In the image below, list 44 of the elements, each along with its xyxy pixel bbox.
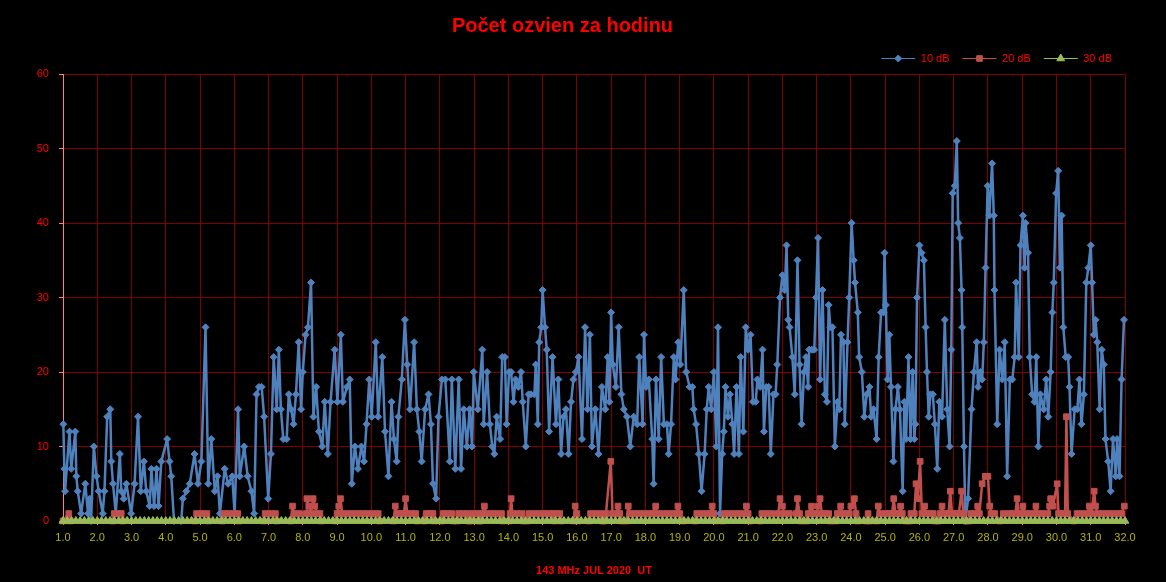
x-tick-label: 12.0	[429, 530, 451, 543]
x-tick-label: 27.0	[943, 530, 965, 543]
x-tick-label: 9.0	[329, 530, 345, 543]
x-tick-label: 26.0	[908, 530, 931, 543]
x-axis-title: 143 MHz JUL 2020 UT	[536, 564, 653, 577]
x-tick-label: 1.0	[55, 530, 71, 543]
legend-label: 30 dB	[1083, 51, 1112, 64]
x-tick-label: 3.0	[123, 530, 140, 543]
x-tick-label: 5.0	[192, 530, 208, 543]
x-tick-label: 7.0	[260, 530, 277, 543]
y-tick-label: 10	[36, 439, 49, 452]
x-tick-label: 11.0	[395, 530, 416, 543]
chart-title: Počet ozvien za hodinu	[451, 13, 674, 36]
x-tick-label: 31.0	[1080, 530, 1102, 543]
x-tick-label: 17.0	[600, 530, 622, 543]
x-tick-label: 4.0	[158, 530, 174, 543]
y-tick-label: 50	[36, 141, 49, 154]
x-tick-label: 10.0	[360, 530, 383, 543]
legend-label: 10 dB	[920, 51, 950, 64]
x-tick-label: 18.0	[634, 530, 657, 543]
x-tick-label: 6.0	[226, 530, 242, 543]
x-tick-label: 28.0	[977, 530, 999, 543]
x-tick-label: 32.0	[1114, 530, 1136, 543]
y-tick-label: 30	[36, 290, 49, 303]
x-tick-label: 20.0	[703, 530, 725, 543]
x-tick-label: 21.0	[737, 530, 759, 543]
x-tick-label: 14.0	[497, 530, 520, 543]
x-tick-label: 23.0	[805, 530, 828, 543]
y-tick-label: 60	[36, 67, 49, 80]
y-tick-label: 40	[36, 216, 49, 229]
x-tick-label: 24.0	[840, 530, 862, 543]
x-tick-label: 16.0	[566, 530, 588, 543]
x-tick-label: 2.0	[89, 530, 105, 543]
x-tick-label: 8.0	[295, 530, 311, 543]
x-tick-label: 22.0	[771, 530, 794, 543]
x-tick-label: 30.0	[1045, 530, 1068, 543]
x-tick-label: 29.0	[1011, 530, 1033, 543]
legend-label: 20 dB	[1002, 51, 1031, 64]
x-tick-label: 19.0	[668, 530, 691, 543]
y-tick-label: 0	[42, 514, 49, 527]
x-tick-label: 25.0	[874, 530, 896, 543]
y-tick-label: 20	[36, 365, 49, 378]
x-tick-label: 13.0	[463, 530, 485, 543]
x-tick-label: 15.0	[531, 530, 554, 543]
